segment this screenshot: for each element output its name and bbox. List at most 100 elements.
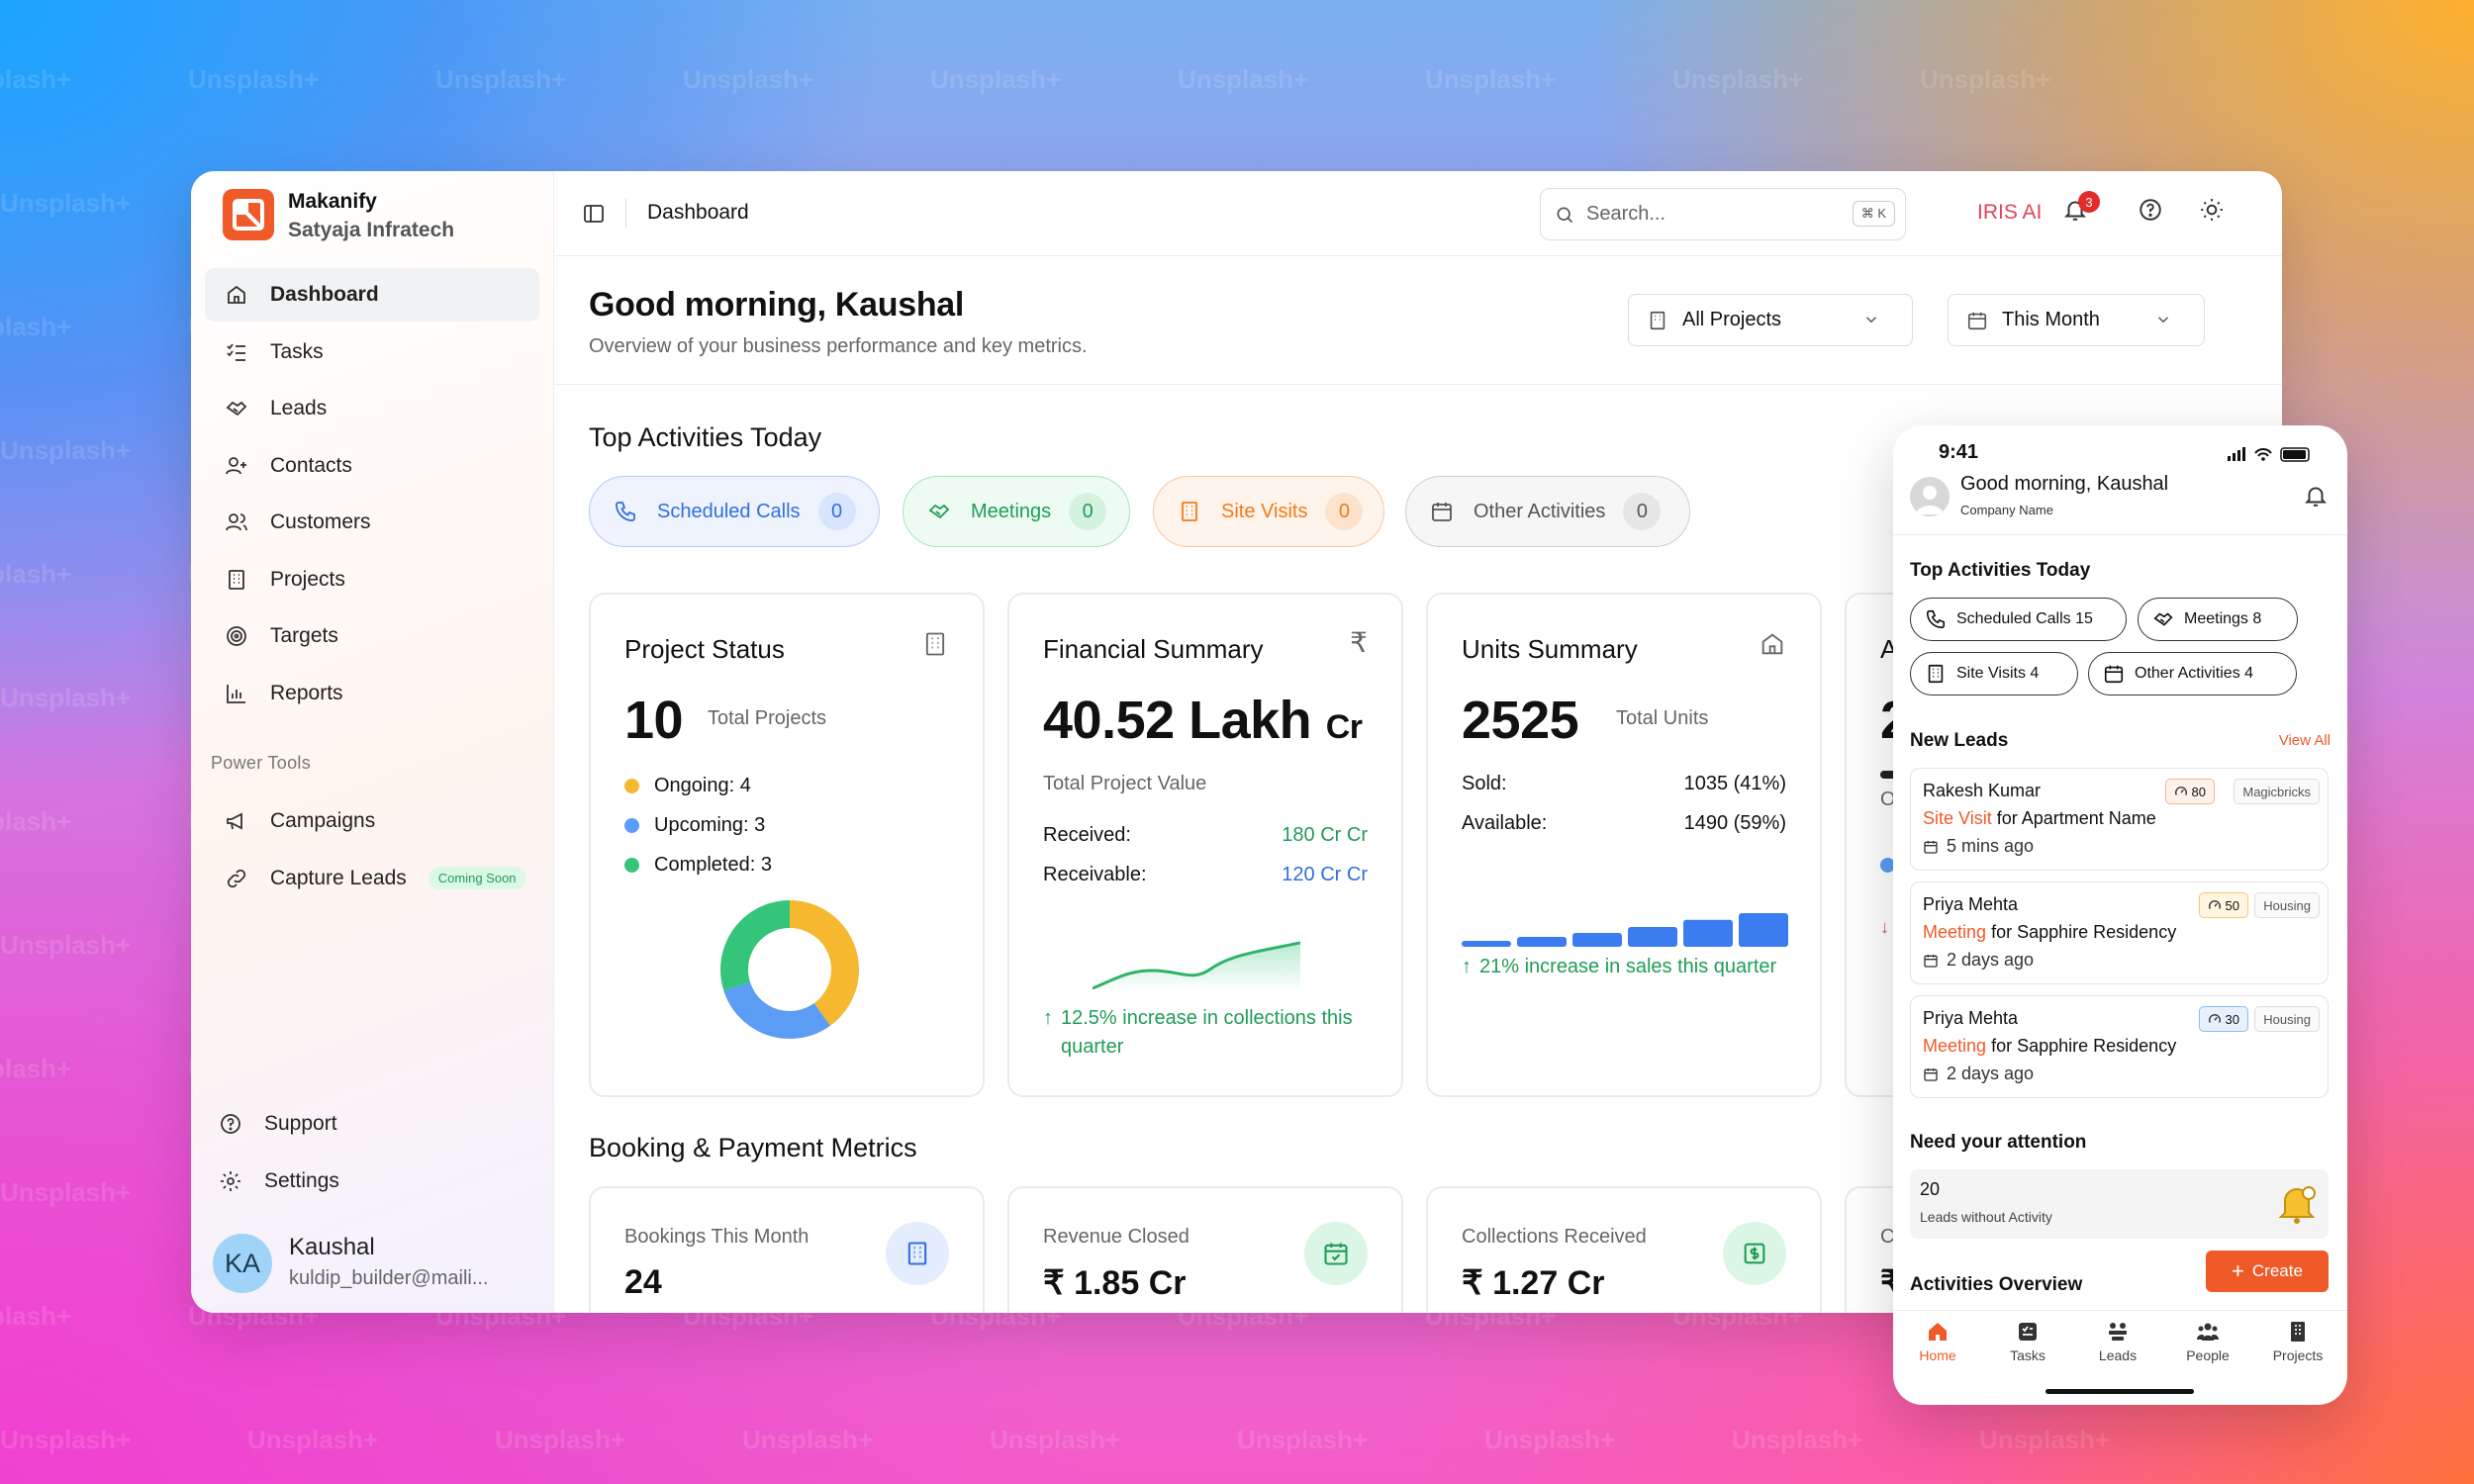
sidebar-item-label: Projects bbox=[270, 567, 345, 591]
chip-site-visits[interactable]: Site Visits 4 bbox=[1910, 652, 2078, 696]
status-time: 9:41 bbox=[1939, 441, 1979, 463]
company-name: Satyaja Infratech bbox=[288, 219, 455, 241]
tab-home[interactable]: Home bbox=[1903, 1320, 1972, 1363]
activity-count: 0 bbox=[1623, 493, 1662, 530]
sidebar-item-capture-leads[interactable]: Capture Leads Coming Soon bbox=[205, 852, 539, 905]
iris-ai-button[interactable]: IRIS AI bbox=[1977, 201, 2043, 224]
watermark-text: Unsplash+ bbox=[0, 188, 132, 218]
activity-label: Scheduled Calls bbox=[657, 500, 801, 522]
legend-label: Ongoing: 4 bbox=[654, 775, 751, 796]
sidebar-toggle-icon[interactable] bbox=[582, 202, 606, 226]
units-bar bbox=[1683, 919, 1733, 947]
watermark-text: Unsplash+ bbox=[930, 64, 1062, 94]
project-status-donut bbox=[720, 900, 859, 1039]
sidebar-item-dashboard[interactable]: Dashboard bbox=[205, 268, 539, 322]
time-text: 5 mins ago bbox=[1947, 836, 2035, 856]
watermark-text: Unsplash+ bbox=[0, 435, 132, 465]
available-value: 1490 (59%) bbox=[1683, 812, 1786, 834]
watermark-text: Unsplash+ bbox=[188, 64, 320, 94]
page-header: Good morning, Kaushal Overview of your b… bbox=[554, 256, 2282, 385]
sidebar-item-label: Leads bbox=[270, 397, 328, 419]
donut-slice bbox=[720, 900, 859, 1039]
attention-heading: Need your attention bbox=[1910, 1132, 2087, 1153]
gauge-icon bbox=[2174, 787, 2187, 795]
divider bbox=[625, 199, 626, 229]
theme-toggle-button[interactable] bbox=[2199, 197, 2231, 229]
sidebar-item-label: Tasks bbox=[270, 339, 324, 363]
tab-leads[interactable]: Leads bbox=[2083, 1320, 2152, 1363]
view-all-link[interactable]: View All bbox=[2278, 732, 2331, 749]
dollar-icon bbox=[1723, 1222, 1786, 1285]
help-circle-icon bbox=[2140, 199, 2161, 221]
legend-dot bbox=[624, 779, 639, 793]
brand: Makanify Satyaja Infratech bbox=[288, 187, 454, 244]
users-icon bbox=[226, 513, 247, 531]
sales-trend: ↑ 21% increase in sales this quarter bbox=[1462, 953, 1790, 981]
tab-people[interactable]: People bbox=[2173, 1320, 2242, 1363]
create-button[interactable]: + Create bbox=[2206, 1251, 2329, 1292]
time-text: 2 days ago bbox=[1947, 950, 2035, 970]
chip-other-activities[interactable]: Other Activities 4 bbox=[2088, 652, 2297, 696]
activity-count: 0 bbox=[1325, 493, 1364, 530]
sidebar-item-customers[interactable]: Customers bbox=[205, 496, 539, 549]
period-filter-select[interactable]: This Month bbox=[1948, 294, 2205, 346]
collections-card: Collections Received ₹ 1.27 Cr bbox=[1426, 1186, 1822, 1313]
total-value: 40.52 Lakh bbox=[1043, 691, 1312, 750]
notifications-button[interactable]: 3 bbox=[2062, 191, 2100, 229]
lead-card[interactable]: Priya Mehta 30 Housing Meeting for Sapph… bbox=[1910, 995, 2329, 1098]
total-projects-label: Total Projects bbox=[708, 707, 827, 729]
activity-pill-meetings[interactable]: Meetings 0 bbox=[903, 476, 1130, 547]
card-title: Financial Summary bbox=[1043, 634, 1264, 664]
sidebar-item-targets[interactable]: Targets bbox=[205, 609, 539, 663]
watermark-text: Unsplash+ bbox=[0, 64, 72, 94]
activity-pill-calls[interactable]: Scheduled Calls 0 bbox=[589, 476, 880, 547]
handshake-icon bbox=[928, 504, 950, 519]
received-value: 180 Cr Cr bbox=[1282, 824, 1368, 846]
alarm-bell-icon bbox=[2278, 1186, 2316, 1224]
search-input[interactable]: Search... ⌘ K bbox=[1540, 188, 1906, 240]
notification-badge: 3 bbox=[2078, 191, 2100, 213]
project-filter-select[interactable]: All Projects bbox=[1628, 294, 1913, 346]
sidebar-item-reports[interactable]: Reports bbox=[205, 667, 539, 720]
building-icon bbox=[1182, 502, 1197, 521]
building-icon bbox=[925, 632, 945, 656]
legend-dot bbox=[624, 818, 639, 833]
tab-projects[interactable]: Projects bbox=[2263, 1320, 2332, 1363]
lead-time: 2 days ago bbox=[1923, 950, 2034, 971]
chip-scheduled-calls[interactable]: Scheduled Calls 15 bbox=[1910, 598, 2127, 641]
lead-card[interactable]: Rakesh Kumar 80 Magicbricks Site Visit f… bbox=[1910, 768, 2329, 871]
activity-project: Sapphire Residency bbox=[2017, 922, 2177, 942]
sidebar-item-settings[interactable]: Settings bbox=[219, 1155, 535, 1208]
watermark-text: Unsplash+ bbox=[0, 930, 132, 960]
sidebar-item-leads[interactable]: Leads bbox=[205, 382, 539, 435]
sidebar-item-campaigns[interactable]: Campaigns bbox=[205, 794, 539, 848]
sidebar-item-tasks[interactable]: Tasks bbox=[205, 325, 539, 379]
watermark-text: Unsplash+ bbox=[0, 1301, 72, 1331]
building-icon bbox=[1650, 311, 1665, 329]
sidebar-item-contacts[interactable]: Contacts bbox=[205, 439, 539, 493]
activity-pill-site-visits[interactable]: Site Visits 0 bbox=[1153, 476, 1384, 547]
chip-meetings[interactable]: Meetings 8 bbox=[2138, 598, 2298, 641]
home-icon bbox=[1929, 1323, 1947, 1341]
page-subtitle: Overview of your business performance an… bbox=[589, 335, 1088, 357]
phone-icon bbox=[616, 502, 635, 521]
help-button[interactable] bbox=[2138, 197, 2169, 229]
attention-card[interactable]: 20 Leads without Activity bbox=[1910, 1169, 2329, 1239]
lead-card[interactable]: Priya Mehta 50 Housing Meeting for Sapph… bbox=[1910, 881, 2329, 984]
partial-row: O bbox=[1880, 788, 1896, 810]
watermark-text: Unsplash+ bbox=[1484, 1425, 1616, 1454]
sidebar-item-support[interactable]: Support bbox=[219, 1097, 535, 1151]
calendar-icon bbox=[1924, 840, 1938, 854]
activity-pill-other[interactable]: Other Activities 0 bbox=[1405, 476, 1690, 547]
units-bar bbox=[1462, 941, 1511, 947]
bell-icon[interactable] bbox=[2303, 483, 2329, 509]
sidebar-item-projects[interactable]: Projects bbox=[205, 553, 539, 606]
watermark-text: Unsplash+ bbox=[990, 1425, 1121, 1454]
people-icon bbox=[2197, 1323, 2219, 1341]
tab-tasks[interactable]: Tasks bbox=[1993, 1320, 2062, 1363]
watermark-text: Unsplash+ bbox=[1237, 1425, 1369, 1454]
arrow-down-icon: ↓ bbox=[1880, 917, 1889, 937]
legend-upcoming: Upcoming: 3 bbox=[624, 814, 765, 837]
chip-label: Meetings bbox=[2184, 610, 2248, 627]
user-profile[interactable]: KA Kaushal kuldip_builder@maili... bbox=[213, 1228, 539, 1301]
